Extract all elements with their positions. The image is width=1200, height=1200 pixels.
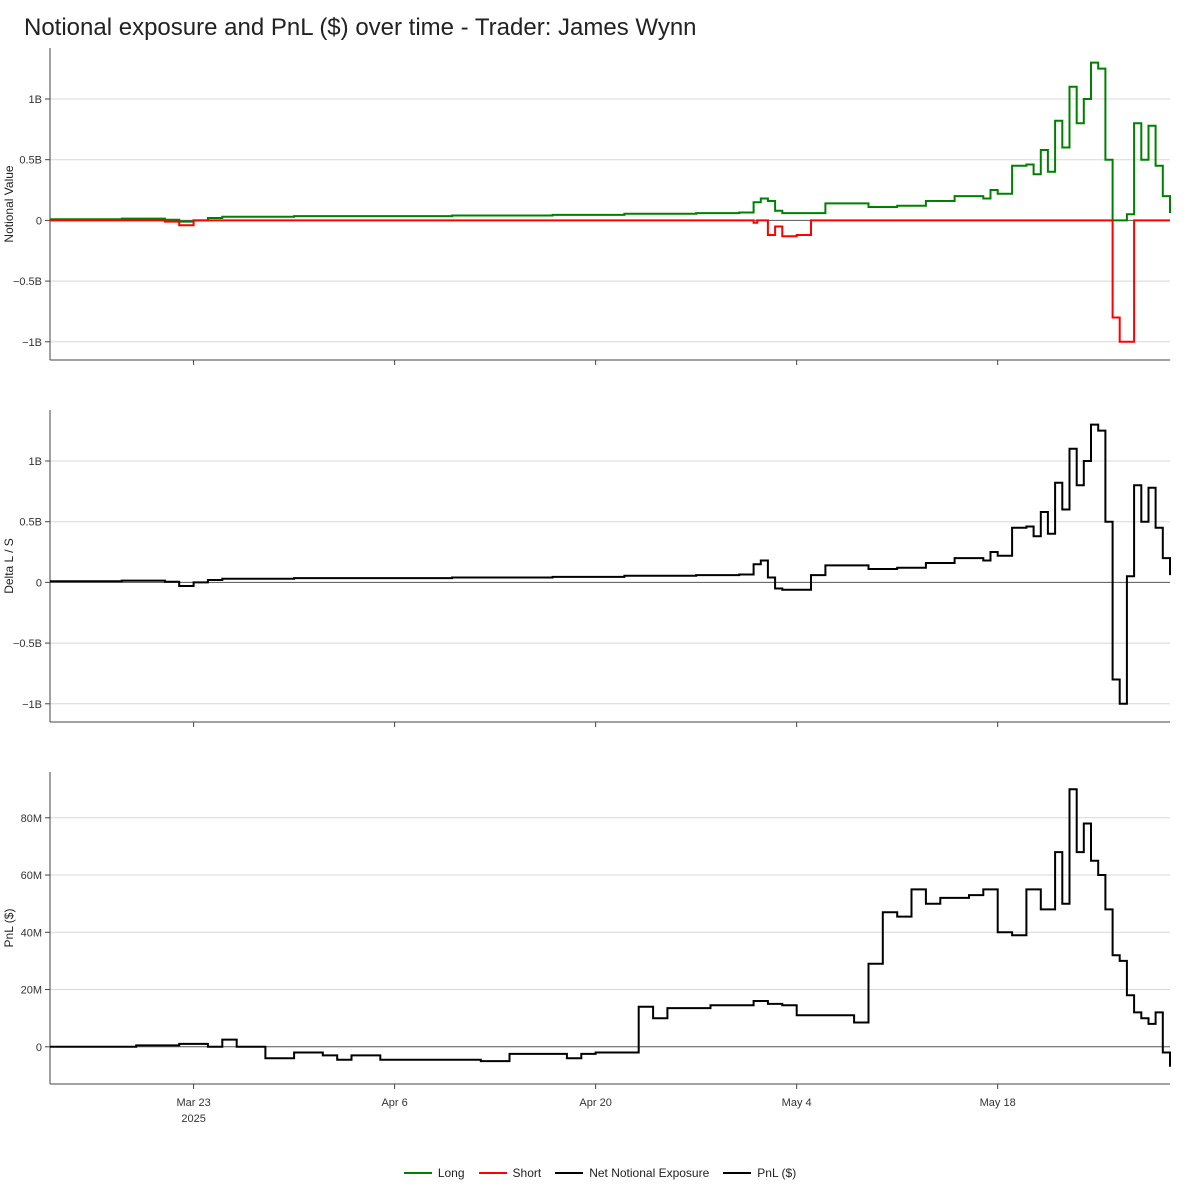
x-tick-label: Mar 23 xyxy=(176,1097,210,1109)
y-axis-label: PnL ($) xyxy=(2,909,16,948)
legend-label-long: Long xyxy=(437,1166,465,1180)
panel-1: 1B 0.5B 0 −0.5B −1B Notional Value xyxy=(2,48,1171,365)
legend-label-net: Net Notional Exposure xyxy=(589,1166,710,1180)
legend-label-short: Short xyxy=(512,1166,542,1180)
series-line-long xyxy=(50,61,1171,223)
legend-item-pnl[interactable]: PnL ($) xyxy=(723,1166,796,1180)
x-tick-label: Apr 6 xyxy=(381,1097,407,1109)
x-tick-label: May 18 xyxy=(980,1097,1016,1109)
panel-3: 80M 60M 40M 20M 0 Mar 23 2025 Apr 6 Apr 20 May 4 M… xyxy=(2,772,1171,1125)
legend: Long Short Net Notional Exposure PnL ($) xyxy=(0,1166,1200,1180)
y-tick-label: 0 xyxy=(36,1042,42,1054)
y-tick-label: −1B xyxy=(22,337,42,349)
y-axis-label: Notional Value xyxy=(2,165,16,242)
series-line-net-notional-exposure xyxy=(50,423,1171,705)
chart-title: Notional exposure and PnL ($) over time … xyxy=(24,14,697,41)
y-tick-label: 1B xyxy=(29,94,42,106)
y-tick-label: 0.5B xyxy=(19,517,42,529)
legend-swatch-net xyxy=(555,1172,584,1174)
y-tick-label: −1B xyxy=(22,699,42,711)
series-line-short xyxy=(50,219,1170,343)
panel-2: 1B 0.5B 0 −0.5B −1B Delta L / S xyxy=(2,410,1171,727)
x-tick-label: Apr 20 xyxy=(579,1097,611,1109)
x-tick-label: May 4 xyxy=(782,1097,812,1109)
y-tick-label: 20M xyxy=(21,985,42,997)
chart-figure: 1B 0.5B 0 −0.5B −1B Notional Value 1B 0.5B 0 −0.5… xyxy=(2,48,1171,1125)
y-tick-label: 60M xyxy=(21,870,42,882)
y-tick-label: 40M xyxy=(21,927,42,939)
legend-swatch-short xyxy=(478,1172,507,1174)
y-tick-label: 0 xyxy=(36,577,42,589)
series-line-pnl xyxy=(50,788,1171,1067)
x-tick-sublabel: 2025 xyxy=(181,1113,205,1125)
y-tick-label: 0 xyxy=(36,215,42,227)
y-tick-label: −0.5B xyxy=(13,276,42,288)
y-tick-label: 0.5B xyxy=(19,155,42,167)
legend-swatch-pnl xyxy=(723,1172,752,1174)
legend-label-pnl: PnL ($) xyxy=(757,1166,797,1180)
y-axis-label: Delta L / S xyxy=(2,538,16,594)
y-tick-label: 80M xyxy=(21,813,42,825)
legend-item-net[interactable]: Net Notional Exposure xyxy=(555,1166,709,1180)
legend-item-short[interactable]: Short xyxy=(478,1166,542,1180)
legend-swatch-long xyxy=(403,1172,432,1174)
y-tick-label: −0.5B xyxy=(13,638,42,650)
y-tick-label: 1B xyxy=(29,456,42,468)
legend-item-long[interactable]: Long xyxy=(403,1166,465,1180)
